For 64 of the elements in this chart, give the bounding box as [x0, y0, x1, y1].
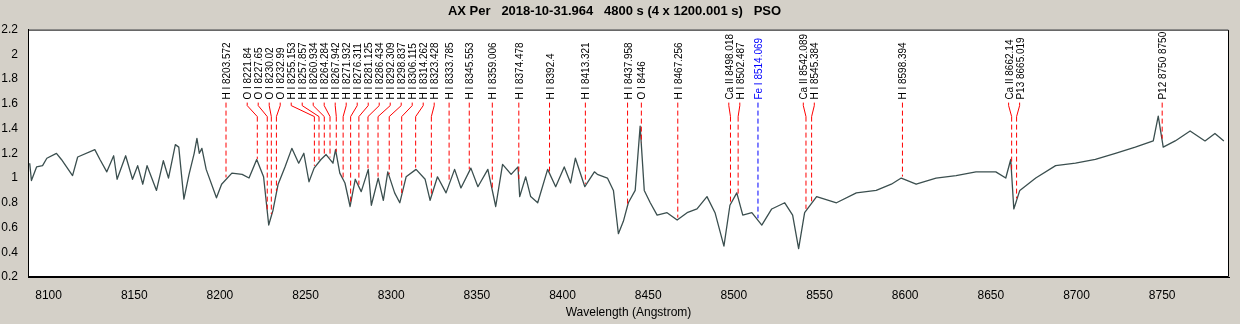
ref-line-label: H I 8267.942: [330, 41, 342, 100]
ref-line-label: H I 8292.309: [385, 41, 397, 100]
y-tick-label: 0.6: [1, 219, 19, 234]
ref-line-label: H I 8502.487: [734, 41, 746, 100]
ref-line-label: Ca II 8542.089: [798, 33, 810, 100]
y-tick-label: 2: [11, 46, 19, 61]
y-tick-label: 0.2: [1, 269, 19, 284]
ref-line-label: H I 8392.4: [544, 53, 556, 100]
x-tick-label: 8750: [1148, 287, 1176, 302]
ref-line-label: H I 8545.384: [809, 41, 821, 100]
ref-line-label: H I 8271.932: [341, 41, 353, 100]
ref-line-label: Ca II 8662.14: [1003, 39, 1015, 100]
ref-line-label: O I 8446: [636, 60, 648, 100]
x-tick-label: 8400: [549, 287, 577, 302]
ref-line-label: H I 8203.572: [221, 41, 233, 100]
ref-line-label: O I 8232.99: [275, 46, 287, 100]
ref-line-label: H I 8260.934: [308, 41, 320, 100]
x-tick-label: 8150: [120, 287, 148, 302]
ref-line-label: H I 8374.478: [513, 41, 525, 100]
x-tick-label: 8250: [292, 287, 320, 302]
ref-line-label: H I 8298.837: [396, 41, 408, 100]
x-tick-label: 8500: [720, 287, 748, 302]
ref-line-label: Fe I 8514.069: [752, 37, 764, 100]
y-tick-label: 1.6: [1, 96, 19, 111]
ref-line-label: H I 8437.958: [622, 41, 634, 100]
ref-line-label: P12 8750 8750: [1157, 31, 1169, 100]
ref-line-label: H I 8306.115: [407, 42, 419, 100]
ref-line-label: O I 8221.84: [242, 46, 254, 100]
x-tick-label: 8550: [806, 287, 834, 302]
y-tick-label: 2.2: [1, 21, 19, 36]
ref-line-label: H I 8345.553: [464, 41, 476, 100]
ref-line-label: O I 8227.65: [253, 46, 265, 100]
x-tick-label: 8200: [206, 287, 234, 302]
ref-line-label: H I 8323.428: [429, 41, 441, 100]
ref-line-label: H I 8598.394: [897, 41, 909, 100]
ref-line-label: H I 8333.785: [444, 41, 456, 100]
x-tick-label: 8600: [891, 287, 919, 302]
ref-line-label: H I 8467.256: [672, 41, 684, 100]
ref-line-label: H I 8359.006: [487, 41, 499, 100]
ref-line-label: H I 8286.434: [374, 41, 386, 100]
x-tick-label: 8350: [463, 287, 491, 302]
y-tick-label: 1.4: [1, 120, 19, 135]
ref-line-label: H I 8281.125: [363, 41, 375, 100]
ref-line-label: H I 8314.262: [418, 41, 430, 100]
ref-line-label: H I 8264.284: [319, 41, 331, 100]
y-tick-label: 0.4: [1, 244, 19, 259]
ref-line-label: H I 8413.321: [580, 41, 592, 100]
ref-line-label: O I 8230.02: [264, 46, 276, 100]
y-tick-label: 0.8: [1, 195, 19, 210]
x-tick-label: 8650: [977, 287, 1005, 302]
y-tick-label: 1.2: [1, 145, 19, 160]
ref-line-label: Ca II 8498.018: [723, 33, 735, 100]
ref-line-label: H I 8276.311: [352, 42, 364, 100]
ref-line-label: H I 8257.857: [297, 41, 309, 100]
chart-title: AX Per 2018-10-31.964 4800 s (4 x 1200.001 s) PSO: [447, 3, 782, 19]
y-tick-label: 1.8: [1, 71, 19, 86]
x-tick-label: 8100: [35, 287, 63, 302]
x-tick-label: 8300: [377, 287, 405, 302]
y-tick-label: 1: [11, 170, 19, 185]
x-axis-title: Wavelength (Angstrom): [565, 305, 692, 320]
ref-line-label: P13 8665.019: [1014, 36, 1026, 100]
ref-line-label: H I 8255.153: [286, 41, 298, 100]
x-tick-label: 8700: [1063, 287, 1091, 302]
x-tick-label: 8450: [634, 287, 662, 302]
